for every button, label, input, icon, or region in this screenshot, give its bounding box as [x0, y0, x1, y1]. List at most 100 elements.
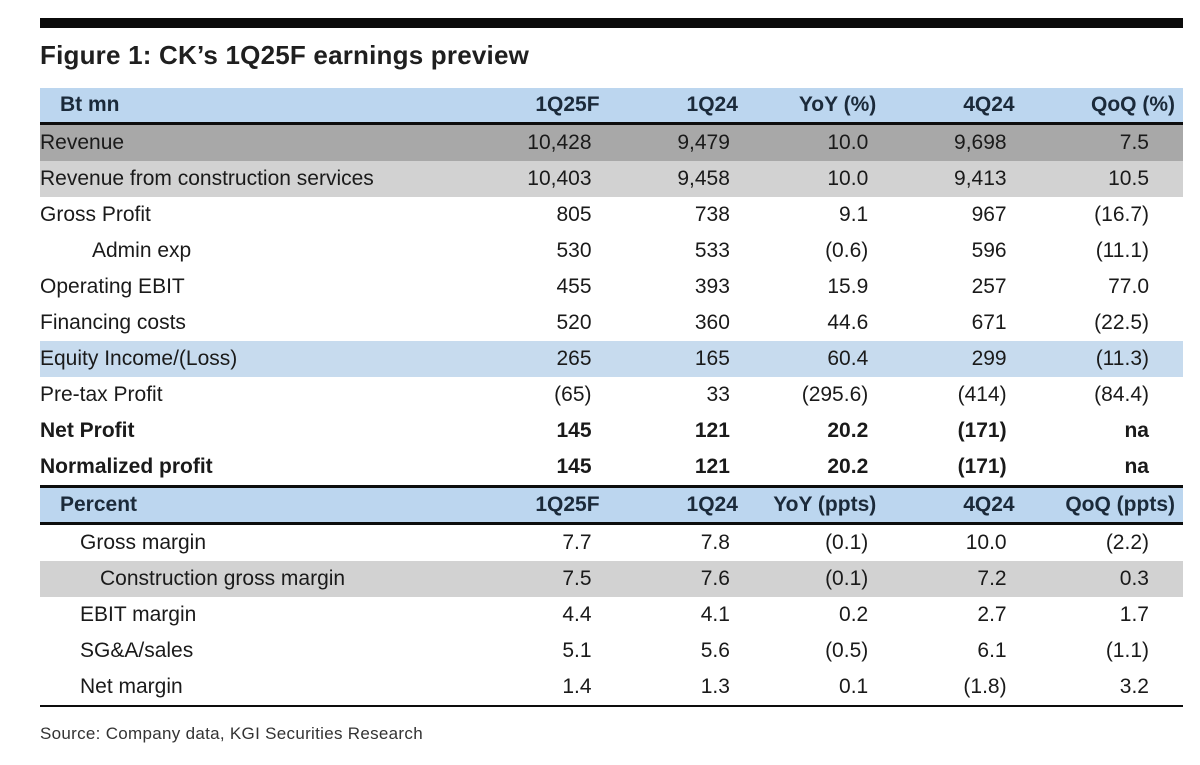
value-cell: 7.2 [906, 561, 1045, 597]
header-cell: YoY (%) [767, 88, 907, 125]
value-cell: 10.5 [1044, 161, 1183, 197]
value-cell: (171) [957, 419, 1007, 442]
value-cell: (0.1) [825, 531, 869, 554]
value-cell: 20.2 [827, 419, 869, 442]
value-cell: 533 [694, 239, 730, 262]
table-row: Revenue from construction services 10,40… [40, 161, 1183, 197]
row-label: SG&A/sales [80, 639, 194, 662]
value-cell: 455 [556, 275, 592, 298]
value-cell: 1.4 [491, 669, 630, 707]
header-cell: 1Q25F [491, 88, 630, 125]
row-label: Gross Profit [40, 203, 151, 226]
value-cell: 9,698 [906, 123, 1045, 161]
value-cell: 1.3 [629, 669, 768, 707]
table-row: Financing costs 520 360 44.6 671 (22.5) [40, 305, 1183, 341]
table-row: Gross margin 7.7 7.8 (0.1) 10.0 (2.2) [40, 524, 1183, 562]
value-cell: 145 [556, 455, 592, 478]
row-label: Gross margin [80, 531, 207, 554]
value-cell: na [1124, 419, 1149, 442]
value-cell: 393 [694, 275, 730, 298]
table-row: Construction gross margin 7.5 7.6 (0.1) … [40, 561, 1183, 597]
value-cell: 7.5 [1044, 123, 1183, 161]
value-cell: 10.0 [767, 161, 907, 197]
value-cell: 10,428 [491, 123, 630, 161]
value-cell: 20.2 [827, 455, 869, 478]
table-row: Normalized profit 145 121 20.2 (171) na [40, 449, 1183, 487]
value-cell: (22.5) [1094, 311, 1149, 334]
value-cell: (84.4) [1094, 383, 1149, 406]
row-label: Net margin [40, 669, 492, 707]
value-cell: 596 [971, 239, 1007, 262]
value-cell: 967 [971, 203, 1007, 226]
row-label: Admin exp [92, 239, 192, 262]
value-cell: 60.4 [767, 341, 907, 377]
value-cell: 121 [694, 455, 730, 478]
value-cell: 530 [556, 239, 592, 262]
table-row: EBIT margin 4.4 4.1 0.2 2.7 1.7 [40, 597, 1183, 633]
value-cell: (1.1) [1105, 639, 1149, 662]
value-cell: (11.3) [1044, 341, 1183, 377]
value-cell: 2.7 [977, 603, 1007, 626]
value-cell: 671 [971, 311, 1007, 334]
row-label: Financing costs [40, 311, 186, 334]
value-cell: 77.0 [1108, 275, 1149, 298]
value-cell: 44.6 [827, 311, 869, 334]
value-cell: 805 [556, 203, 592, 226]
figure-title: Figure 1: CK’s 1Q25F earnings preview [40, 40, 530, 70]
table-row: Equity Income/(Loss) 265 165 60.4 299 (1… [40, 341, 1183, 377]
value-cell: 520 [556, 311, 592, 334]
header-cell: 1Q24 [629, 88, 768, 125]
value-cell: 1.7 [1119, 603, 1149, 626]
value-cell: 4.4 [562, 603, 592, 626]
value-cell: 10,403 [491, 161, 630, 197]
value-cell: 7.5 [491, 561, 630, 597]
table-row: Operating EBIT 455 393 15.9 257 77.0 [40, 269, 1183, 305]
value-cell: 265 [491, 341, 630, 377]
row-label: EBIT margin [80, 603, 197, 626]
value-cell: (1.8) [906, 669, 1045, 707]
row-label: Pre-tax Profit [40, 383, 163, 406]
value-cell: 9,479 [629, 123, 768, 161]
value-cell: 257 [971, 275, 1007, 298]
table-row: Net Profit 145 121 20.2 (171) na [40, 413, 1183, 449]
value-cell: (295.6) [801, 383, 869, 406]
header-cell: Percent [40, 485, 492, 525]
earnings-table: Bt mn 1Q25F 1Q24 YoY (%) 4Q24 QoQ (%) Re… [40, 88, 1183, 707]
table-row: Pre-tax Profit (65) 33 (295.6) (414) (84… [40, 377, 1183, 413]
value-cell: (0.5) [825, 639, 869, 662]
table-row: SG&A/sales 5.1 5.6 (0.5) 6.1 (1.1) [40, 633, 1183, 669]
header-cell: 1Q25F [491, 485, 630, 525]
value-cell: (11.1) [1095, 239, 1149, 262]
value-cell: 0.1 [767, 669, 907, 707]
table-row: Admin exp 530 533 (0.6) 596 (11.1) [40, 233, 1183, 269]
row-label: Operating EBIT [40, 275, 185, 298]
header-cell: 1Q24 [629, 485, 768, 525]
value-cell: 7.7 [562, 531, 592, 554]
value-cell: 299 [906, 341, 1045, 377]
row-label: Normalized profit [40, 455, 213, 478]
table-row: Net margin 1.4 1.3 0.1 (1.8) 3.2 [40, 669, 1183, 707]
value-cell: 3.2 [1044, 669, 1183, 707]
value-cell: (16.7) [1094, 203, 1149, 226]
value-cell: 7.8 [700, 531, 730, 554]
value-cell: 7.6 [629, 561, 768, 597]
top-rule [40, 18, 1183, 28]
value-cell: (65) [554, 383, 592, 406]
value-cell: 6.1 [977, 639, 1007, 662]
value-cell: (0.6) [825, 239, 869, 262]
value-cell: 5.6 [700, 639, 730, 662]
value-cell: (2.2) [1105, 531, 1149, 554]
value-cell: 15.9 [827, 275, 869, 298]
table-header-percent: Percent 1Q25F 1Q24 YoY (ppts) 4Q24 QoQ (… [40, 485, 1183, 525]
value-cell: 165 [629, 341, 768, 377]
header-cell: QoQ (%) [1044, 88, 1183, 125]
value-cell: 121 [694, 419, 730, 442]
row-label: Revenue from construction services [40, 161, 492, 197]
table-header-bt-mn: Bt mn 1Q25F 1Q24 YoY (%) 4Q24 QoQ (%) [40, 88, 1183, 125]
header-cell: Bt mn [40, 88, 492, 125]
header-cell: 4Q24 [906, 485, 1045, 525]
header-cell: 4Q24 [906, 88, 1045, 125]
row-label: Equity Income/(Loss) [40, 341, 492, 377]
value-cell: 0.2 [839, 603, 869, 626]
header-cell: YoY (ppts) [767, 485, 907, 525]
